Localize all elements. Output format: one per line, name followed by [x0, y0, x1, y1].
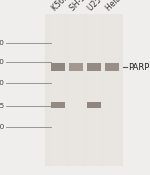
Bar [51, 14, 65, 166]
Bar [51, 64, 65, 71]
Text: 180: 180 [0, 40, 4, 46]
Text: U251 (H): U251 (H) [86, 0, 116, 12]
Text: SH-SY5Y (H): SH-SY5Y (H) [68, 0, 107, 12]
Bar [51, 102, 65, 108]
Bar [105, 64, 119, 71]
Bar [69, 64, 83, 71]
Text: 140: 140 [0, 59, 4, 65]
Text: Hela (H): Hela (H) [104, 0, 132, 12]
Bar [45, 14, 123, 166]
Bar [69, 14, 83, 166]
Text: 100: 100 [0, 80, 4, 86]
Text: 75: 75 [0, 103, 4, 109]
Bar [87, 14, 101, 166]
Bar [87, 102, 101, 108]
Bar [105, 14, 119, 166]
Bar [87, 64, 101, 71]
Text: K562 (H): K562 (H) [50, 0, 80, 12]
Text: PARP1: PARP1 [128, 63, 150, 72]
Text: 60: 60 [0, 124, 4, 130]
